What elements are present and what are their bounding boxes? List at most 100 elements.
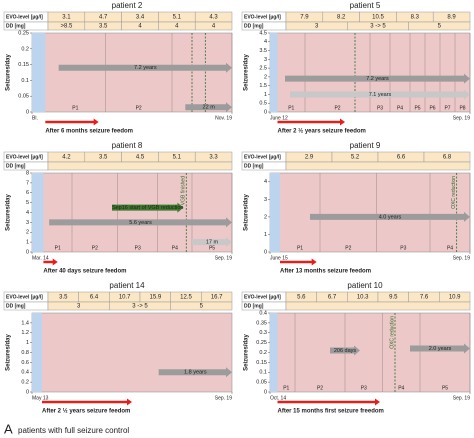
y-tick-label: 1: [264, 232, 267, 238]
table-label: DD [mg]: [244, 23, 264, 29]
y-tick-label: 0.4: [21, 370, 29, 376]
duration-arrow: [192, 237, 232, 248]
period-label: P1: [55, 245, 61, 251]
period-label: P7: [444, 105, 450, 111]
y-tick-label: 0: [264, 249, 267, 255]
event-label: VGB finished: [181, 176, 187, 205]
duration-arrow: [285, 73, 470, 84]
table-value: 4.5: [136, 155, 145, 161]
table-value: 3.4: [136, 15, 145, 21]
table-value: 10.7: [119, 295, 131, 301]
period-label: P2: [92, 245, 98, 251]
y-tick-label: 0.15: [18, 62, 29, 68]
y-tick-label: 0.1: [259, 370, 267, 376]
table-label: DD [mg]: [244, 303, 264, 309]
caption-letter: A: [4, 421, 13, 436]
table-value: 4.3: [209, 15, 218, 21]
table-cell: [170, 301, 233, 311]
table-cell: [194, 21, 233, 31]
y-tick-label: 0.4: [259, 310, 267, 316]
y-tick-label: 5: [26, 200, 29, 206]
event-label: OXC reduction: [389, 316, 395, 349]
duration-label: 206 days: [334, 348, 357, 354]
baseline-area: [270, 173, 280, 252]
period-label: P1: [72, 105, 78, 111]
x-tick-label: Sep. 19: [215, 255, 232, 261]
table-value: 3.1: [62, 15, 71, 21]
period-label: P3: [135, 245, 141, 251]
table-label: EVO-level [µg/l]: [6, 14, 43, 20]
table-label: DD [mg]: [6, 303, 26, 309]
baseline-area: [32, 33, 46, 112]
period-label: P4: [172, 245, 178, 251]
table-cell: [47, 161, 233, 171]
table-label: DD [mg]: [6, 163, 26, 169]
table-value: 2.9: [305, 155, 314, 161]
table-label: DD [mg]: [6, 23, 26, 29]
y-tick-label: 1: [26, 340, 29, 346]
freedom-label: After 2 ½ years seizure feedom: [42, 408, 130, 415]
table-value: 4: [138, 24, 142, 30]
y-tick-label: 3: [264, 57, 267, 63]
table-value: 5.1: [173, 155, 182, 161]
y-tick-label: 0.2: [21, 46, 29, 52]
freedom-label: After 6 months seizure feedom: [45, 129, 133, 135]
panel-title: patient 9: [350, 141, 381, 150]
table-value: 8.2: [337, 15, 346, 21]
table-value: 8.3: [411, 15, 420, 21]
duration-label: 7.2 years: [134, 65, 157, 71]
table-value: 5.2: [351, 155, 360, 161]
panel-title: patient 5: [350, 1, 381, 10]
y-axis-label: Seizures/day: [6, 333, 12, 370]
treatment-area: [269, 312, 471, 393]
y-tick-label: 0.05: [18, 94, 29, 100]
table-cell: [408, 21, 471, 31]
duration-arrow: [185, 102, 232, 113]
period-label: P5: [442, 385, 448, 391]
period-label: P3: [400, 245, 406, 251]
table-value: 4: [212, 24, 216, 30]
duration-arrow: [58, 62, 232, 73]
freedom-arrow: [42, 398, 132, 406]
period-label: P5: [209, 245, 215, 251]
table-value: 10.3: [357, 295, 369, 301]
x-tick-label: Sep. 19: [453, 115, 470, 121]
y-tick-label: 0.3: [259, 330, 267, 336]
table-value: >8.5: [60, 24, 73, 30]
table-value: 3.5: [99, 24, 108, 30]
period-label: P3: [377, 105, 383, 111]
x-tick-label: May 13: [32, 395, 49, 401]
y-tick-label: 8: [26, 170, 29, 176]
table-label: EVO-level [µg/l]: [244, 294, 281, 300]
y-tick-label: 4.5: [259, 30, 267, 36]
table-cell: [285, 161, 471, 171]
period-label: P8: [459, 105, 465, 111]
duration-label: 7.2 years: [366, 76, 389, 82]
treatment-area: [31, 172, 233, 253]
table-value: 8.9: [447, 15, 456, 21]
table-value: 12.5: [180, 295, 192, 301]
y-tick-label: 1.2: [21, 330, 29, 336]
table-value: 3.3: [209, 155, 218, 161]
event-label: OXC reduction: [451, 176, 457, 209]
caption-text: patients with full seizure control: [18, 426, 129, 435]
x-tick-label: Nov. 19: [215, 115, 232, 121]
period-label: P4: [397, 105, 403, 111]
y-tick-label: 4: [264, 39, 267, 45]
table-value: 10.5: [372, 15, 384, 21]
freedom-arrow: [43, 258, 58, 266]
table-value: 4.7: [99, 15, 108, 21]
table-value: 5: [200, 304, 204, 310]
table-value: 9.5: [389, 295, 398, 301]
y-tick-label: 0.8: [21, 350, 29, 356]
y-tick-label: 0.35: [256, 320, 267, 326]
table-value: 10.9: [449, 295, 461, 301]
table-value: 3 -> 5: [370, 24, 386, 30]
table-label: EVO-level [µg/l]: [244, 154, 281, 160]
y-tick-label: 0.2: [259, 350, 267, 356]
treatment-area: [31, 32, 233, 113]
table-label: EVO-level [µg/l]: [6, 294, 43, 300]
duration-arrow: [49, 217, 233, 228]
table-value: 6.6: [397, 155, 406, 161]
y-tick-label: 7: [26, 180, 29, 186]
